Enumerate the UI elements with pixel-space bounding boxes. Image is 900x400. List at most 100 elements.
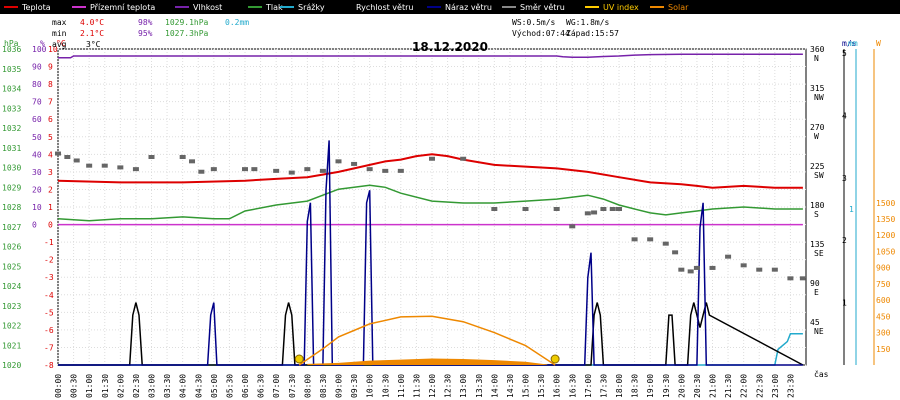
x-tick-label: 10:30 [381, 374, 390, 398]
ms-tick-label: 4 [842, 111, 847, 120]
x-tick-label: 14:30 [506, 374, 515, 398]
hpa-tick-label: 1020 [2, 361, 21, 370]
wind-direction-point [756, 267, 763, 272]
legend-label: Náraz větru [445, 2, 492, 12]
x-tick-label: 20:00 [677, 374, 686, 398]
x-tick-label: 06:00 [241, 374, 250, 398]
temp-tick-label: 1 [48, 203, 53, 212]
wind-direction-point [189, 159, 196, 164]
wind-direction-point [672, 250, 679, 255]
dir-name-label: E [814, 288, 819, 297]
temp-tick-label: 5 [48, 133, 53, 142]
legend-label: Vlhkost [193, 2, 223, 12]
ms-tick-label: 1 [842, 299, 847, 308]
x-tick-label: 17:00 [584, 374, 593, 398]
wind-direction-point [288, 170, 295, 175]
stats-min-hum: 95% [138, 29, 153, 38]
x-tick-label: 01:30 [101, 374, 110, 398]
legend-item: Tlak [248, 0, 283, 14]
w-axis-label: W [876, 39, 881, 48]
wind-direction-point [631, 237, 638, 242]
temp-tick-label: 4 [48, 150, 53, 159]
x-tick-label: 08:00 [303, 374, 312, 398]
wind-direction-point [591, 210, 598, 215]
x-tick-label: 12:00 [428, 374, 437, 398]
legend-swatch [248, 6, 262, 8]
dir-name-label: N [814, 54, 819, 63]
w-tick-label: 1500 [876, 199, 895, 208]
w-tick-label: 300 [876, 329, 891, 338]
series-solar [298, 315, 556, 366]
dir-tick-label: 135 [810, 240, 825, 249]
legend-item: Teplota [4, 0, 51, 14]
wind-direction-point [584, 211, 591, 216]
hpa-tick-label: 1033 [2, 104, 21, 113]
legend-label: Směr větru [520, 2, 565, 12]
legend-bar: Teplota Přízemní teplota Vlhkost Tlak Srážky… [0, 0, 900, 14]
legend-item: UV index [585, 0, 639, 14]
wind-direction-point [799, 276, 806, 281]
solar-fill-area [307, 358, 548, 365]
wind-direction-point [198, 169, 205, 174]
x-tick-label: 18:30 [631, 374, 640, 398]
legend-swatch [72, 6, 86, 8]
x-tick-label: 02:30 [132, 374, 141, 398]
x-tick-label: 09:00 [335, 374, 344, 398]
dir-tick-label: 315 [810, 84, 825, 93]
x-tick-label: 04:30 [194, 374, 203, 398]
wind-direction-point [687, 269, 694, 274]
stats-avg-label: avg [52, 40, 67, 49]
legend-swatch [650, 6, 664, 8]
wind-direction-point [725, 254, 732, 259]
legend-item: Solar [650, 0, 688, 14]
series-tlak [57, 184, 803, 222]
legend-swatch [502, 6, 516, 8]
x-tick-label: 00:00 [54, 374, 63, 398]
x-tick-label: 23:30 [786, 374, 795, 398]
wind-direction-point [609, 207, 616, 211]
legend-item: Směr větru [502, 0, 565, 14]
wind-direction-point [179, 155, 186, 159]
legend-item: Náraz větru [427, 0, 492, 14]
hpa-tick-label: 1029 [2, 183, 21, 192]
pct-tick-label: 80 [32, 80, 42, 89]
temp-tick-label: -5 [44, 308, 54, 317]
x-tick-label: 11:30 [412, 374, 421, 398]
dir-name-label: S [814, 210, 819, 219]
chart-title: 18.12.2020 [412, 40, 488, 54]
legend-swatch [585, 6, 599, 8]
pct-tick-label: 30 [32, 168, 42, 177]
w-tick-label: 1200 [876, 231, 895, 240]
w-tick-label: 900 [876, 264, 891, 273]
x-tick-label: 19:30 [662, 374, 671, 398]
stats-avg-temp: 3°C [86, 40, 101, 49]
x-tick-label: 13:00 [459, 374, 468, 398]
temp-tick-label: -1 [44, 238, 54, 247]
w-tick-label: 750 [876, 280, 891, 289]
x-tick-label: 13:30 [475, 374, 484, 398]
plot-area [57, 48, 807, 366]
x-tick-label: 08:30 [319, 374, 328, 398]
wind-direction-point [55, 151, 61, 156]
w-tick-label: 1050 [876, 247, 895, 256]
stats-max-rain: 0.2mm [225, 18, 250, 27]
stats-max-press: 1029.1hPa [165, 18, 209, 27]
wind-direction-point [740, 263, 747, 268]
legend-label: Přízemní teplota [90, 2, 156, 12]
wind-direction-point [101, 163, 108, 168]
x-tick-label: 11:00 [397, 374, 406, 398]
x-tick-label: 22:00 [740, 374, 749, 398]
legend-swatch [427, 6, 441, 8]
dir-name-label: NW [814, 93, 824, 102]
wind-direction-point [787, 276, 794, 281]
wind-direction-point [351, 161, 358, 166]
sunrise-marker [294, 354, 304, 364]
x-tick-label: 22:30 [755, 374, 764, 398]
temp-tick-label: -7 [44, 343, 54, 352]
stats-max-temp: 4.0°C [80, 18, 105, 27]
legend-item: Vlhkost [175, 0, 222, 14]
hpa-tick-label: 1022 [2, 322, 21, 331]
legend-swatch [175, 6, 189, 8]
stats-min-temp: 2.1°C [80, 29, 105, 38]
wind-direction-point [132, 167, 139, 172]
